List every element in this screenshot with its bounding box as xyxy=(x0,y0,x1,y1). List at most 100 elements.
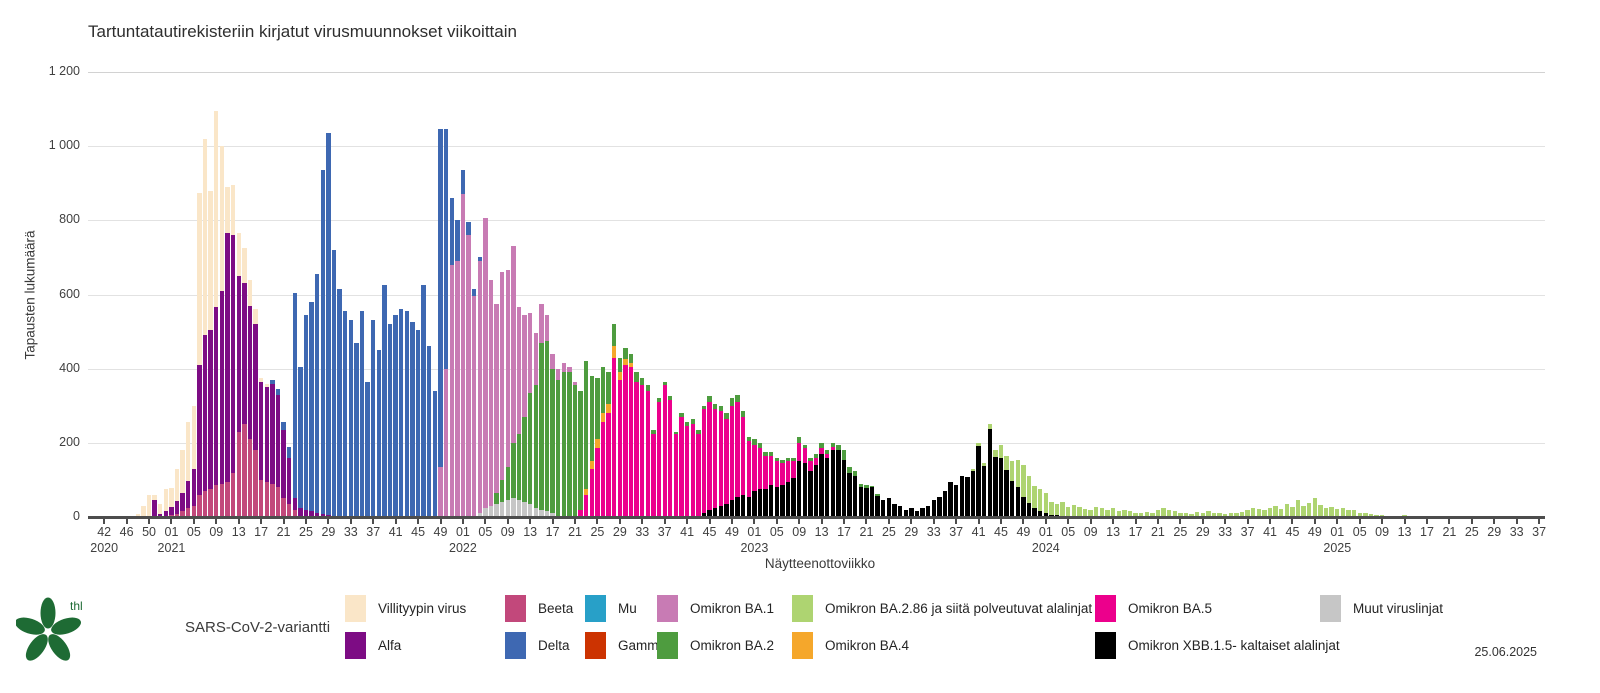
bar[interactable] xyxy=(152,0,157,517)
bar[interactable] xyxy=(1200,0,1205,517)
bar[interactable] xyxy=(516,0,522,517)
bar[interactable] xyxy=(981,0,987,517)
bar[interactable] xyxy=(617,0,623,517)
bar[interactable] xyxy=(1279,0,1284,517)
bar[interactable] xyxy=(443,0,449,517)
bar[interactable] xyxy=(993,0,998,517)
bar[interactable] xyxy=(1419,0,1424,517)
bar[interactable] xyxy=(1082,0,1088,517)
bar[interactable] xyxy=(757,0,763,517)
bar[interactable] xyxy=(746,0,751,517)
bar[interactable] xyxy=(1010,0,1015,517)
bar[interactable] xyxy=(1211,0,1217,517)
bar[interactable] xyxy=(1245,0,1250,517)
bar[interactable] xyxy=(634,0,639,517)
bar[interactable] xyxy=(881,0,886,517)
bar[interactable] xyxy=(640,0,645,517)
bar[interactable] xyxy=(965,0,970,517)
legend-item-ba2[interactable]: Omikron BA.2 xyxy=(657,627,792,664)
bar[interactable] xyxy=(763,0,768,517)
bar[interactable] xyxy=(1267,0,1273,517)
bar[interactable] xyxy=(1116,0,1121,517)
bar[interactable] xyxy=(937,0,942,517)
bar[interactable] xyxy=(825,0,830,517)
bar[interactable] xyxy=(527,0,533,517)
bar[interactable] xyxy=(309,0,314,517)
bar[interactable] xyxy=(303,0,309,517)
bar[interactable] xyxy=(1329,0,1334,517)
bar[interactable] xyxy=(511,0,516,517)
bar[interactable] xyxy=(567,0,572,517)
bar[interactable] xyxy=(1183,0,1189,517)
bar[interactable] xyxy=(365,0,370,517)
bar[interactable] xyxy=(970,0,976,517)
bar[interactable] xyxy=(1239,0,1245,517)
bar[interactable] xyxy=(1357,0,1362,517)
bar[interactable] xyxy=(135,0,141,517)
bar[interactable] xyxy=(1094,0,1099,517)
bar[interactable] xyxy=(449,0,454,517)
bar[interactable] xyxy=(701,0,707,517)
bar[interactable] xyxy=(242,0,247,517)
bar[interactable] xyxy=(399,0,404,517)
bar[interactable] xyxy=(225,0,230,517)
bar[interactable] xyxy=(925,0,931,517)
bar[interactable] xyxy=(1206,0,1211,517)
bar[interactable] xyxy=(1172,0,1177,517)
bar[interactable] xyxy=(836,0,841,517)
bar[interactable] xyxy=(914,0,920,517)
bar[interactable] xyxy=(1077,0,1082,517)
bar[interactable] xyxy=(477,0,482,517)
bar[interactable] xyxy=(1407,0,1413,517)
bar[interactable] xyxy=(214,0,219,517)
bar[interactable] xyxy=(174,0,180,517)
bar[interactable] xyxy=(1054,0,1060,517)
bar[interactable] xyxy=(712,0,718,517)
bar[interactable] xyxy=(1374,0,1379,517)
bar[interactable] xyxy=(561,0,566,517)
bar[interactable] xyxy=(1335,0,1340,517)
bar[interactable] xyxy=(1402,0,1407,517)
bar[interactable] xyxy=(645,0,651,517)
bar[interactable] xyxy=(471,0,477,517)
bar[interactable] xyxy=(421,0,426,517)
bar[interactable] xyxy=(186,0,191,517)
bar[interactable] xyxy=(892,0,897,517)
bar[interactable] xyxy=(797,0,802,517)
bar[interactable] xyxy=(903,0,908,517)
bar[interactable] xyxy=(718,0,723,517)
bar[interactable] xyxy=(998,0,1004,517)
bar[interactable] xyxy=(1166,0,1172,517)
bar[interactable] xyxy=(247,0,253,517)
bar[interactable] xyxy=(735,0,740,517)
bar[interactable] xyxy=(1256,0,1262,517)
bar[interactable] xyxy=(1363,0,1368,517)
bar[interactable] xyxy=(600,0,606,517)
bar[interactable] xyxy=(337,0,342,517)
bar[interactable] xyxy=(1368,0,1374,517)
bar[interactable] xyxy=(427,0,432,517)
bar[interactable] xyxy=(841,0,847,517)
legend-item-ba1[interactable]: Omikron BA.1 xyxy=(657,590,792,627)
bar[interactable] xyxy=(1340,0,1346,517)
bar[interactable] xyxy=(169,0,174,517)
bar[interactable] xyxy=(1413,0,1418,517)
bar[interactable] xyxy=(595,0,600,517)
bar[interactable] xyxy=(1307,0,1312,517)
bar[interactable] xyxy=(455,0,460,517)
legend-item-gamma[interactable]: Gamma xyxy=(585,627,666,664)
bar[interactable] xyxy=(230,0,236,517)
bar[interactable] xyxy=(752,0,757,517)
bar[interactable] xyxy=(258,0,264,517)
bar[interactable] xyxy=(404,0,410,517)
bar[interactable] xyxy=(1346,0,1351,517)
bar[interactable] xyxy=(920,0,925,517)
bar[interactable] xyxy=(724,0,729,517)
bar[interactable] xyxy=(1038,0,1043,517)
bar[interactable] xyxy=(1273,0,1278,517)
bar[interactable] xyxy=(1234,0,1239,517)
bar[interactable] xyxy=(494,0,499,517)
bar[interactable] xyxy=(1435,0,1441,517)
bar[interactable] xyxy=(1251,0,1256,517)
bar[interactable] xyxy=(326,0,331,517)
